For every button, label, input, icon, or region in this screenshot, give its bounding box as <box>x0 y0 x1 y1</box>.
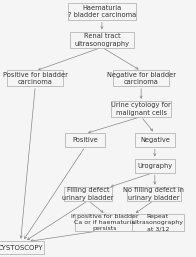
Text: Positive: Positive <box>72 137 98 143</box>
FancyBboxPatch shape <box>0 241 44 254</box>
Text: Filling defect
urinary bladder: Filling defect urinary bladder <box>63 187 114 201</box>
Text: Urography: Urography <box>137 163 172 169</box>
FancyBboxPatch shape <box>65 133 105 147</box>
FancyBboxPatch shape <box>7 70 63 86</box>
FancyBboxPatch shape <box>113 70 169 86</box>
FancyBboxPatch shape <box>70 32 134 48</box>
Text: Haematuria
? bladder carcinoma: Haematuria ? bladder carcinoma <box>68 5 136 18</box>
FancyBboxPatch shape <box>127 187 181 201</box>
FancyBboxPatch shape <box>64 187 112 201</box>
FancyBboxPatch shape <box>135 133 175 147</box>
FancyBboxPatch shape <box>68 3 136 20</box>
Text: Urine cytology for
malignant cells: Urine cytology for malignant cells <box>111 103 171 116</box>
Text: Negative for bladder
carcinoma: Negative for bladder carcinoma <box>107 72 176 85</box>
FancyBboxPatch shape <box>132 214 184 231</box>
Text: Repeat
ultrasonography
at 3/12: Repeat ultrasonography at 3/12 <box>132 214 184 231</box>
FancyBboxPatch shape <box>135 159 175 173</box>
Text: No filling defect in
urinary bladder: No filling defect in urinary bladder <box>123 187 184 201</box>
FancyBboxPatch shape <box>75 214 135 231</box>
Text: CYSTOSCOPY: CYSTOSCOPY <box>0 245 43 251</box>
Text: Negative: Negative <box>140 137 170 143</box>
Text: Renal tract
ultrasonography: Renal tract ultrasonography <box>74 33 129 47</box>
FancyBboxPatch shape <box>111 101 171 117</box>
Text: Positive for bladder
carcinoma: Positive for bladder carcinoma <box>3 72 68 85</box>
Text: If positive for bladder
Ca or if haematuria
persists: If positive for bladder Ca or if haematu… <box>71 214 139 231</box>
